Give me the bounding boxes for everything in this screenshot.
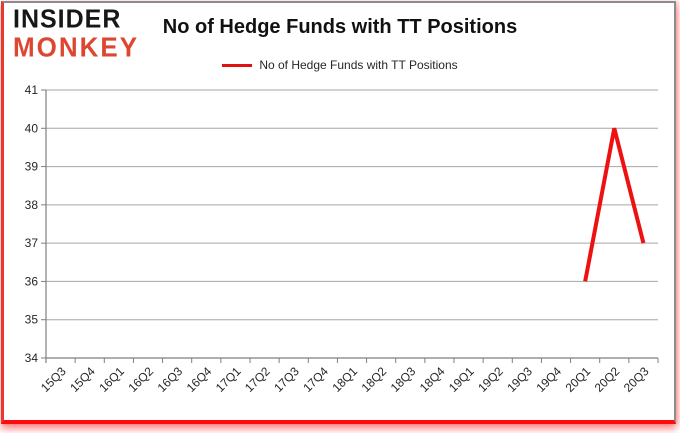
x-tick-label: 17Q3 — [271, 364, 302, 395]
y-tick-label: 35 — [25, 313, 39, 327]
y-tick-label: 41 — [25, 83, 39, 97]
x-tick-label: 18Q3 — [388, 364, 419, 395]
series-line — [583, 127, 646, 282]
y-tick-label: 34 — [25, 351, 39, 365]
y-tick-label: 38 — [25, 198, 39, 212]
x-tick-label: 20Q3 — [621, 364, 652, 395]
legend-line-swatch — [222, 63, 253, 67]
y-tick-label: 40 — [25, 121, 39, 135]
x-tick-label: 19Q4 — [533, 364, 564, 395]
x-tick-label: 17Q4 — [300, 364, 331, 395]
x-tick-label: 20Q2 — [592, 364, 623, 395]
x-tick-label: 18Q2 — [359, 364, 390, 395]
x-tick-label: 16Q3 — [155, 364, 186, 395]
x-tick-label: 16Q4 — [184, 364, 215, 395]
y-tick-label: 37 — [25, 236, 39, 250]
insider-monkey-logo: INSIDER MONKEY — [13, 4, 140, 63]
x-tick-label: 15Q4 — [67, 364, 98, 395]
chart-title: No of Hedge Funds with TT Positions — [162, 16, 518, 38]
x-tick-label: 19Q1 — [446, 364, 477, 395]
x-tick-label: 20Q1 — [563, 364, 594, 395]
y-tick-label: 39 — [25, 160, 39, 174]
x-tick-label: 18Q4 — [417, 364, 448, 395]
x-tick-label: 17Q1 — [213, 364, 244, 395]
x-tick-label: 19Q3 — [504, 364, 535, 395]
legend-label: No of Hedge Funds with TT Positions — [259, 58, 458, 72]
x-tick-label: 18Q1 — [329, 364, 360, 395]
x-tick-label: 15Q3 — [38, 364, 69, 395]
x-tick-label: 16Q2 — [125, 364, 156, 395]
x-tick-label: 17Q2 — [242, 364, 273, 395]
logo-line-monkey: MONKEY — [13, 31, 140, 63]
x-tick-label: 16Q1 — [96, 364, 127, 395]
legend: No of Hedge Funds with TT Positions — [0, 58, 680, 72]
chart-frame — [1, 1, 676, 424]
logo-line-insider: INSIDER — [13, 4, 122, 34]
y-tick-label: 36 — [25, 274, 39, 288]
x-tick-label: 19Q2 — [475, 364, 506, 395]
